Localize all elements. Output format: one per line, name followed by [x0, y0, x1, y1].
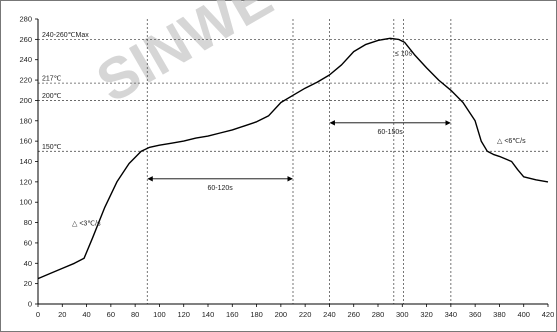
x-tick-label: 240 [323, 310, 336, 319]
x-tick-label: 100 [153, 310, 166, 319]
y-tick-label: 200 [19, 96, 32, 105]
y-tick-label: 280 [19, 15, 32, 24]
annotations: △ <3℃/s △ <6℃/s ≤ 10s [72, 51, 526, 228]
temperature-profile-line [37, 37, 549, 280]
ref-label-y: 200℃ [42, 93, 62, 100]
x-tick-label: 360 [469, 310, 482, 319]
y-tick-label: 0 [28, 300, 32, 309]
y-tick-label: 260 [19, 35, 32, 44]
annotation-text: △ <3℃/s [72, 221, 101, 228]
ref-label-y: 217℃ [42, 76, 62, 83]
x-tick-label: 40 [82, 310, 90, 319]
x-tick-label: 320 [420, 310, 433, 319]
ref-label-y: 240-260℃Max [42, 32, 89, 39]
x-tick-label: 180 [250, 310, 263, 319]
annotation-text: ≤ 10s [395, 51, 413, 58]
x-tick-label: 400 [517, 310, 530, 319]
span-label: 60-120s [207, 185, 233, 192]
y-tick-label: 120 [19, 177, 32, 186]
reference-lines: 240-260℃Max 217℃ 200℃ 150℃ [38, 19, 548, 304]
y-tick-label: 220 [19, 76, 32, 85]
x-tick-label: 160 [226, 310, 239, 319]
x-tick-label: 80 [131, 310, 139, 319]
y-tick-label: 240 [19, 55, 32, 64]
x-tick-label: 340 [445, 310, 458, 319]
y-tick-label: 80 [24, 218, 32, 227]
span-label: 60-150s [377, 129, 403, 136]
axes: 0 20 40 60 80 100 120 140 160 180 200 220 240 260 280 3… [19, 15, 554, 320]
y-tick-label: 20 [24, 279, 32, 288]
x-tick-label: 200 [275, 310, 288, 319]
annotation-text: △ <6℃/s [497, 138, 526, 145]
x-tick-label: 300 [396, 310, 409, 319]
y-tick-label: 60 [24, 238, 32, 247]
y-tick-label: 140 [19, 157, 32, 166]
ref-label-y: 150℃ [42, 144, 62, 151]
y-tick-label: 180 [19, 116, 32, 125]
x-tick-label: 60 [107, 310, 115, 319]
span-annotations: 60-120s 60-150s [147, 120, 451, 192]
y-tick-label: 160 [19, 137, 32, 146]
x-tick-label: 0 [36, 310, 40, 319]
y-tick-label: 100 [19, 198, 32, 207]
y-tick-label: 40 [24, 259, 32, 268]
x-tick-label: 140 [202, 310, 215, 319]
x-tick-label: 420 [542, 310, 555, 319]
x-tick-label: 120 [177, 310, 190, 319]
series-layer [37, 37, 549, 280]
x-tick-label: 260 [347, 310, 360, 319]
x-tick-label: 220 [299, 310, 312, 319]
x-tick-label: 280 [372, 310, 385, 319]
x-tick-label: 20 [58, 310, 66, 319]
x-tick-label: 380 [493, 310, 506, 319]
